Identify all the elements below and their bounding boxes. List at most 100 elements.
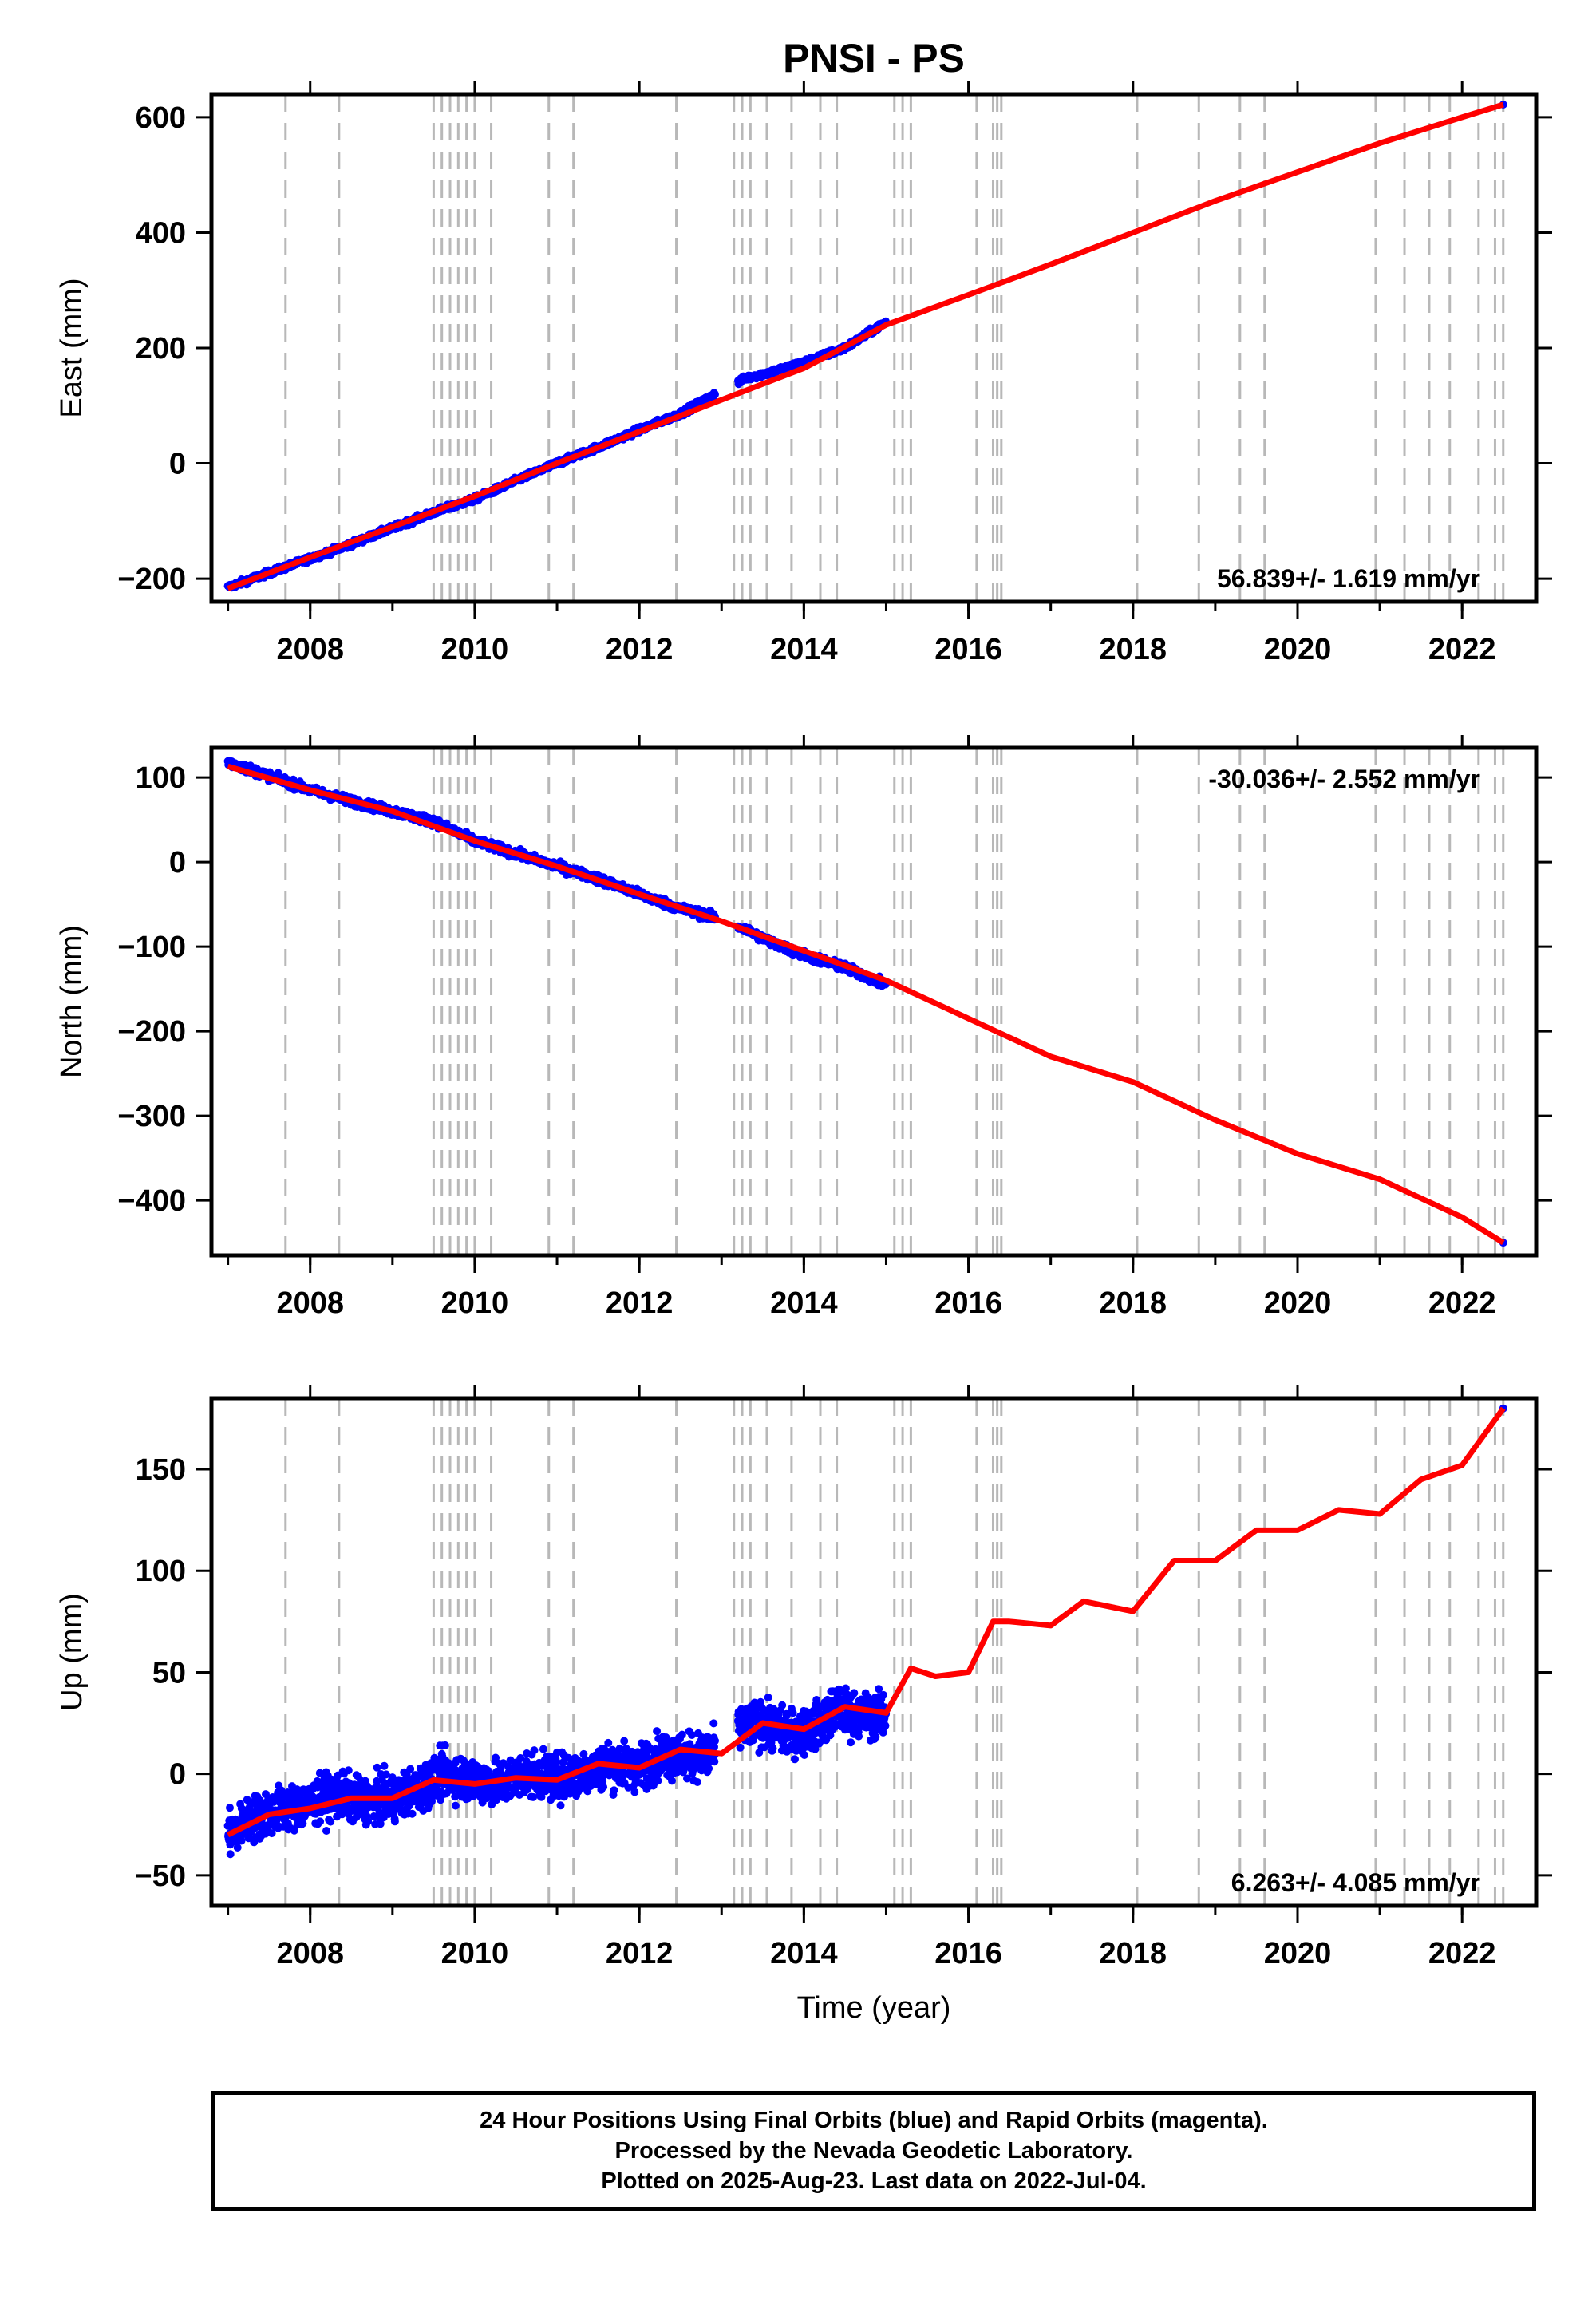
observed-point <box>564 1753 573 1762</box>
x-tick-label: 2014 <box>770 1286 838 1320</box>
y-tick-label: −200 <box>117 563 186 596</box>
observed-point <box>764 1694 772 1701</box>
observed-point <box>492 1796 501 1804</box>
model-line-north <box>227 763 1505 1246</box>
observed-point <box>711 1737 719 1745</box>
x-tick-label: 2012 <box>606 1286 674 1320</box>
observed-point <box>406 1765 415 1773</box>
velocity-annotation-east: 56.839+/- 1.619 mm/yr <box>1217 564 1480 593</box>
observed-point <box>710 1757 719 1766</box>
observed-point <box>373 1763 381 1772</box>
observed-point <box>451 1801 460 1810</box>
observed-point <box>290 1826 298 1835</box>
y-tick-label: −400 <box>117 1184 186 1218</box>
observed-point <box>685 1740 694 1749</box>
observed-point <box>539 1745 547 1753</box>
observed-point <box>326 1817 335 1826</box>
y-tick-label: −100 <box>117 931 186 964</box>
model-line-east <box>227 101 1504 591</box>
y-tick-label: 600 <box>136 101 186 135</box>
observed-point <box>654 1777 662 1785</box>
observed-point <box>668 1777 676 1785</box>
observed-point <box>711 390 719 399</box>
y-tick-label: −300 <box>117 1100 186 1133</box>
observed-point <box>315 1769 324 1777</box>
y-tick-label: 100 <box>136 761 186 795</box>
observed-point <box>237 1836 246 1845</box>
x-tick-label: 2018 <box>1100 633 1167 666</box>
observed-point <box>683 1774 691 1783</box>
observed-point <box>559 1758 567 1767</box>
x-tick-label: 2010 <box>441 633 509 666</box>
y-tick-label: 200 <box>136 332 186 366</box>
y-axis-label-east: East (mm) <box>55 278 89 417</box>
x-tick-label: 2016 <box>934 1286 1002 1320</box>
observed-point <box>408 1809 417 1818</box>
observed-point <box>530 1746 539 1755</box>
x-tick-label: 2012 <box>606 633 674 666</box>
observed-point <box>529 1792 538 1801</box>
observed-point <box>267 1829 276 1838</box>
observed-point <box>556 1801 565 1810</box>
observed-point <box>322 1827 330 1835</box>
observed-point <box>791 1755 799 1764</box>
x-tick-label: 2020 <box>1264 1286 1332 1320</box>
x-tick-label: 2010 <box>441 1286 509 1320</box>
observed-point <box>630 1788 639 1796</box>
plot-frame-north <box>209 745 1539 1258</box>
observed-point <box>380 1761 389 1770</box>
chart-title: PNSI - PS <box>783 36 965 81</box>
observed-point <box>377 1776 386 1784</box>
y-tick-label: 400 <box>136 216 186 250</box>
observed-point <box>705 1764 713 1773</box>
y-tick-label: 0 <box>169 448 186 481</box>
observed-point <box>678 1730 686 1739</box>
observed-point <box>298 1819 307 1828</box>
velocity-annotation-north: -30.036+/- 2.552 mm/yr <box>1208 765 1480 793</box>
observed-point <box>226 1850 235 1859</box>
observed-point <box>610 1786 618 1795</box>
observed-point <box>620 1737 629 1745</box>
observed-point <box>604 1738 613 1747</box>
x-tick-label: 2008 <box>276 1286 344 1320</box>
x-tick-label: 2014 <box>770 633 838 666</box>
observed-point <box>537 1792 546 1801</box>
observed-point <box>653 1727 662 1736</box>
observed-point <box>693 1778 701 1786</box>
observed-point <box>788 1709 797 1717</box>
x-tick-label: 2008 <box>276 633 344 666</box>
observed-point <box>768 1744 777 1753</box>
observed-point <box>226 1804 234 1812</box>
panel-north: 2008 2010 2012 2014 2016 2018 2020 2022 100 0 −100… <box>55 735 1552 1320</box>
x-tick-label: 2022 <box>1428 1286 1496 1320</box>
observed-point <box>376 1820 385 1828</box>
observed-point <box>437 1796 444 1804</box>
observed-point <box>316 1817 325 1826</box>
observed-point <box>736 1743 745 1752</box>
observed-point <box>778 1701 787 1709</box>
panel-east: 2008 2010 2012 2014 2016 2018 2020 2022 −200 0 200… <box>55 36 1552 666</box>
observed-point <box>599 1783 608 1792</box>
panel-up: 2008 2010 2012 2014 2016 2018 2020 202215010050… <box>55 1385 1552 2025</box>
observed-points-up <box>223 1684 891 1859</box>
observed-point <box>440 1741 449 1749</box>
observed-point <box>800 1751 808 1759</box>
observed-point <box>710 1742 718 1751</box>
x-tick-label: 2016 <box>934 633 1002 666</box>
observed-point <box>364 1817 373 1826</box>
observed-point <box>688 1731 697 1739</box>
observed-point <box>390 1817 399 1826</box>
y-tick-label: −200 <box>117 1015 186 1049</box>
observed-point <box>369 1812 378 1820</box>
x-tick-label: 2020 <box>1264 633 1332 666</box>
y-axis-label-north: North (mm) <box>55 925 89 1078</box>
observed-point <box>344 1766 353 1775</box>
observed-point <box>233 1844 242 1852</box>
x-tick-label: 2018 <box>1100 1286 1167 1320</box>
y-tick-label: 0 <box>169 846 186 879</box>
x-tick-label: 2022 <box>1428 633 1496 666</box>
observed-point <box>552 1757 561 1766</box>
observed-point <box>492 1753 500 1762</box>
observed-point <box>381 1770 390 1779</box>
